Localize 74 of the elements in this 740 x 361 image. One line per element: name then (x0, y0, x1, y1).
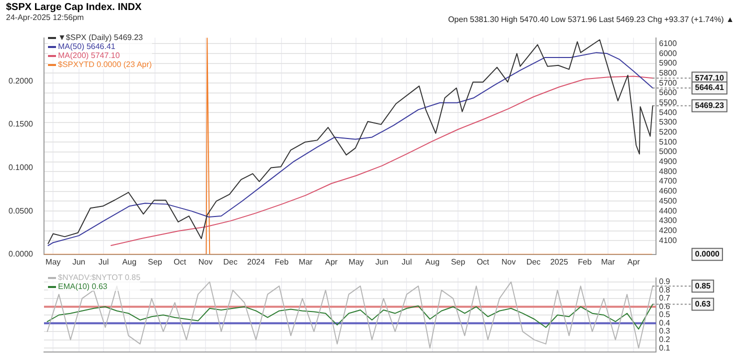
annotation: 0.63 (695, 299, 712, 308)
y-tick-label: 4100 (659, 236, 678, 245)
x-tick-label: Sep (148, 257, 163, 266)
legend-label: MA(50) 5646.41 (58, 42, 116, 51)
annotation: 5646.41 (695, 83, 724, 92)
x-tick-label: Mar (601, 257, 616, 266)
annotation: 5469.23 (695, 100, 724, 110)
y-tick-label: 4600 (659, 186, 678, 196)
y-tick-label: 0.3 (659, 326, 671, 336)
y-tick-label: 4700 (659, 176, 678, 186)
y-tick-label: 4400 (659, 206, 678, 216)
y-tick-label: 4500 (659, 196, 678, 206)
y-tick-label: 0.1 (659, 343, 671, 352)
x-tick-label: Jul (98, 257, 109, 266)
legend-label: MA(200) 5747.10 (58, 51, 120, 60)
x-tick-label: Oct (174, 257, 187, 266)
x-tick-label: Dec (526, 257, 541, 266)
y2-tick-label: 0.0500 (8, 206, 34, 216)
y-tick-label: 5700 (659, 78, 678, 88)
y2-tick-label: 0.1500 (8, 120, 34, 129)
legend-label: $SPXYTD 0.0000 (23 Apr) (58, 60, 152, 69)
y-tick-label: 4900 (659, 157, 678, 166)
text: 0.0000 (695, 250, 720, 259)
chart-subtitle: 24-Apr-2025 12:56pm (6, 13, 84, 22)
x-tick-label: Aug (122, 257, 136, 266)
y-tick-label: 4300 (659, 216, 678, 226)
y2-tick-label: 0.1000 (8, 162, 34, 172)
y-tick-label: 5600 (659, 88, 678, 98)
x-tick-label: 2024 (247, 257, 266, 266)
annotation: 5747.10 (695, 73, 724, 82)
y2-tick-label: 0.0000 (8, 250, 34, 259)
x-tick-label: Oct (476, 257, 490, 266)
y-tick-label: 0.4 (659, 318, 671, 328)
y-tick-label: 5300 (659, 118, 678, 127)
legend-label: ▼$SPX (Daily) 5469.23 (58, 33, 143, 42)
legend-label: EMA(10) 0.63 (58, 282, 108, 291)
x-tick-label: Mar (298, 257, 313, 266)
x-tick-label: May (46, 257, 61, 266)
y-tick-label: 5400 (659, 108, 678, 117)
y-tick-label: 4200 (659, 226, 678, 235)
y-tick-label: 0.9 (659, 277, 671, 286)
y-tick-label: 0.8 (659, 285, 671, 294)
chart-title: $SPX Large Cap Index. INDX (6, 2, 143, 13)
y-tick-label: 0.5 (659, 310, 671, 320)
text: Open 5381.30 High 5470.40 Low 5371.96 Last 5469.23 Chg +93.37 (+1.74%) ▲ (448, 15, 734, 24)
y-tick-label: 0.7 (659, 294, 671, 303)
y-tick-label: 0.2 (659, 335, 671, 344)
x-tick-label: Apr (325, 257, 338, 266)
x-tick-label: Dec (223, 257, 238, 266)
x-tick-label: May (348, 257, 364, 266)
x-tick-label: Nov (501, 257, 516, 266)
x-tick-label: Feb (274, 257, 290, 266)
y-tick-label: 6100 (659, 38, 678, 48)
annotation: 0.85 (695, 281, 712, 290)
x-tick-label: Nov (198, 257, 213, 266)
y-tick-label: 5800 (659, 68, 678, 78)
y-tick-label: 5100 (659, 137, 678, 146)
legend-label: $NYADV:$NYTOT 0.85 (58, 273, 140, 282)
y-tick-label: 5000 (659, 147, 678, 156)
y2-tick-label: 0.2000 (8, 76, 34, 86)
x-tick-label: 2025 (550, 257, 569, 266)
x-tick-label: Apr (627, 257, 640, 266)
x-tick-label: Feb (578, 257, 592, 266)
x-tick-label: Aug (425, 257, 440, 266)
y-tick-label: 5900 (659, 58, 678, 68)
y-tick-label: 6000 (659, 48, 678, 58)
y-tick-label: 5500 (659, 98, 678, 107)
x-tick-label: Jun (72, 257, 86, 266)
y-tick-label: 4800 (659, 166, 678, 176)
x-tick-label: Jul (402, 257, 412, 266)
x-tick-label: Sep (450, 257, 466, 266)
y-tick-label: 5200 (659, 128, 678, 137)
y-tick-label: 0.6 (659, 302, 671, 311)
x-tick-label: Jun (375, 257, 388, 266)
